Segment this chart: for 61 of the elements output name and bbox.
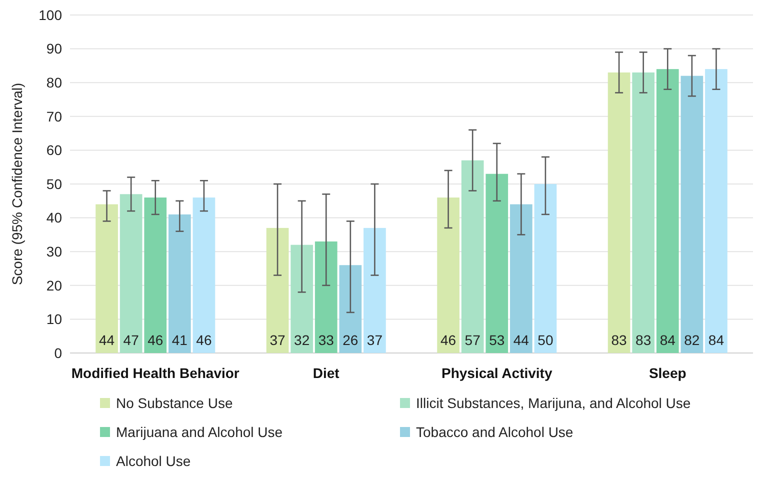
bar [364, 228, 386, 353]
data-label: 53 [489, 332, 505, 348]
y-tick-label: 0 [54, 344, 62, 361]
bar [608, 72, 630, 353]
bar [510, 204, 532, 353]
bar [656, 69, 679, 353]
y-tick-label: 60 [46, 142, 62, 158]
bar [266, 228, 289, 353]
legend-label: Alcohol Use [116, 453, 191, 469]
bar [168, 214, 191, 353]
y-tick-label: 80 [46, 74, 62, 90]
y-tick-label: 70 [46, 108, 62, 124]
bar [314, 241, 338, 353]
y-tick-label: 20 [46, 277, 62, 294]
legend-label: Tobacco and Alcohol Use [416, 424, 574, 440]
bar [437, 198, 460, 353]
legend-label: No Substance Use [116, 395, 233, 411]
x-tick-label: Diet [312, 365, 340, 381]
y-tick-label: 40 [46, 210, 62, 226]
bar [144, 198, 167, 353]
bar [96, 204, 118, 353]
data-label: 44 [513, 332, 530, 348]
x-tick-label: Physical Activity [441, 365, 552, 381]
bar [120, 194, 142, 353]
data-label: 84 [708, 332, 724, 348]
bar [705, 69, 728, 353]
x-tick-label: Sleep [648, 365, 686, 381]
data-label: 82 [684, 332, 700, 348]
data-label: 41 [172, 332, 188, 348]
y-tick-label: 50 [46, 176, 62, 192]
data-label: 83 [611, 332, 628, 348]
bar [680, 76, 704, 353]
bar [461, 160, 484, 353]
data-label: 32 [294, 332, 310, 348]
data-label: 83 [636, 332, 652, 348]
data-label: 26 [342, 332, 358, 348]
bar [192, 198, 216, 353]
bar [486, 174, 508, 353]
data-label: 84 [660, 332, 676, 348]
bar [290, 244, 314, 353]
legend-label: Illicit Substances, Marijuna, and Alcohol Use [416, 395, 691, 411]
x-tick-label: Modified Health Behavior [71, 365, 240, 381]
y-tick-label: 10 [46, 311, 62, 328]
data-label: 37 [366, 332, 383, 348]
data-label: 46 [196, 332, 212, 348]
data-label: 37 [270, 332, 286, 348]
data-label: 47 [123, 332, 140, 348]
data-label: 50 [538, 332, 554, 348]
bar [632, 72, 655, 353]
bar [534, 184, 557, 353]
legend-label: Marijuana and Alcohol Use [116, 424, 283, 440]
y-tick-label: 90 [46, 40, 62, 57]
data-label: 46 [440, 332, 456, 348]
data-label: 44 [99, 332, 115, 348]
bar [339, 265, 362, 353]
data-label: 33 [318, 332, 334, 348]
y-tick-label: 30 [46, 244, 62, 260]
y-tick-label: 100 [38, 6, 62, 23]
data-label: 46 [148, 332, 164, 348]
y-axis-title: Score (95% Confidence Interval) [9, 82, 25, 286]
data-label: 57 [464, 332, 481, 348]
